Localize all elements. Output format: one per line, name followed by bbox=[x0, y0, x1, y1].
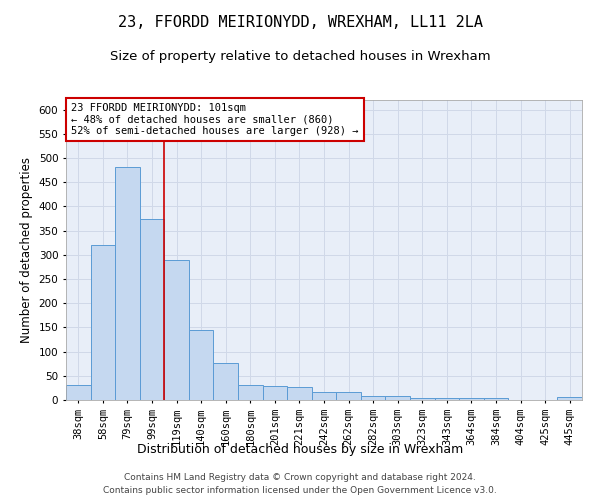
Bar bbox=[287, 387, 312, 400]
Bar bbox=[238, 384, 263, 400]
Bar bbox=[434, 398, 459, 400]
Text: Distribution of detached houses by size in Wrexham: Distribution of detached houses by size … bbox=[137, 442, 463, 456]
Bar bbox=[410, 398, 434, 400]
Text: Contains HM Land Registry data © Crown copyright and database right 2024.
Contai: Contains HM Land Registry data © Crown c… bbox=[103, 474, 497, 495]
Text: Size of property relative to detached houses in Wrexham: Size of property relative to detached ho… bbox=[110, 50, 490, 63]
Bar bbox=[263, 386, 287, 400]
Bar bbox=[484, 398, 508, 400]
Text: 23, FFORDD MEIRIONYDD, WREXHAM, LL11 2LA: 23, FFORDD MEIRIONYDD, WREXHAM, LL11 2LA bbox=[118, 15, 482, 30]
Y-axis label: Number of detached properties: Number of detached properties bbox=[20, 157, 33, 343]
Bar bbox=[140, 218, 164, 400]
Bar bbox=[385, 396, 410, 400]
Bar bbox=[557, 397, 582, 400]
Bar bbox=[115, 168, 140, 400]
Bar bbox=[189, 330, 214, 400]
Bar bbox=[312, 392, 336, 400]
Text: 23 FFORDD MEIRIONYDD: 101sqm
← 48% of detached houses are smaller (860)
52% of s: 23 FFORDD MEIRIONYDD: 101sqm ← 48% of de… bbox=[71, 103, 359, 136]
Bar bbox=[459, 398, 484, 400]
Bar bbox=[66, 384, 91, 400]
Bar bbox=[164, 260, 189, 400]
Bar bbox=[336, 392, 361, 400]
Bar bbox=[214, 363, 238, 400]
Bar bbox=[91, 244, 115, 400]
Bar bbox=[361, 396, 385, 400]
